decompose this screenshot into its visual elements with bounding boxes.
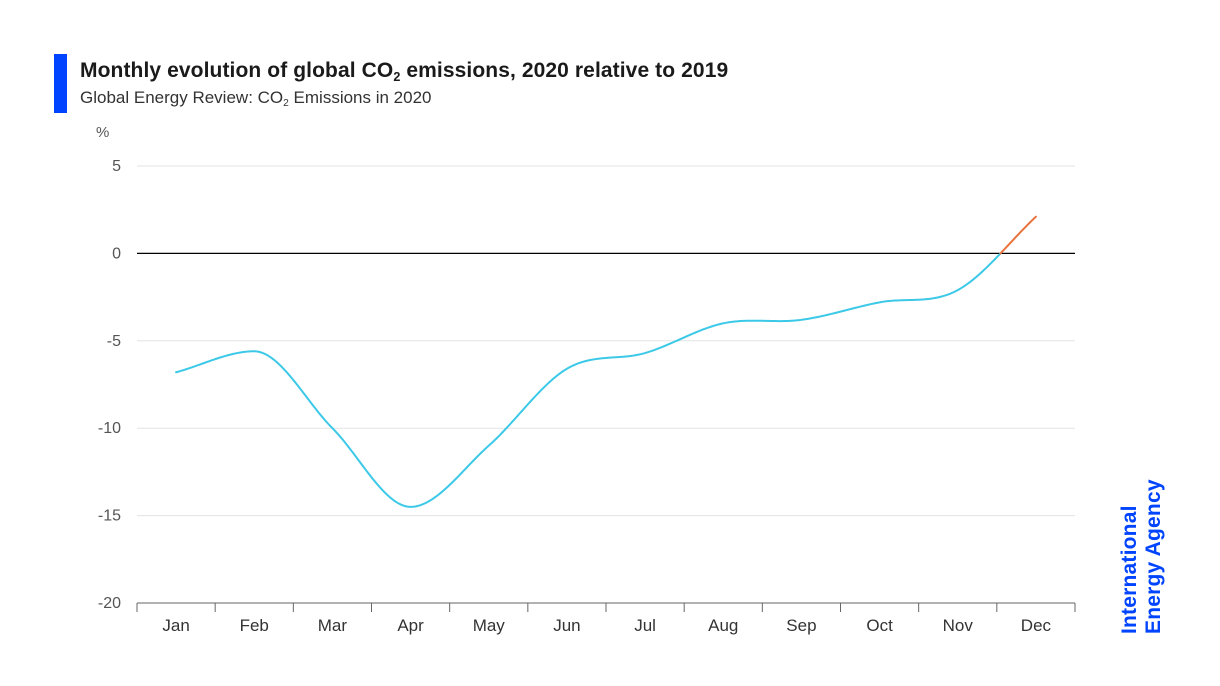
x-tick-label: Mar: [318, 616, 348, 635]
series-line-below-zero: [175, 252, 1002, 508]
y-tick-label: -20: [98, 595, 121, 612]
y-axis-ticks: 5 0 -5 -10 -15 -20: [98, 158, 121, 612]
y-tick-label: -10: [98, 420, 121, 437]
y-tick-label: -5: [107, 333, 121, 350]
x-axis: Jan Feb Mar Apr May Jun Jul Aug Sep Oct Nov Dec: [136, 602, 1076, 635]
y-tick-label: 5: [112, 158, 121, 175]
chart-title: Monthly evolution of global CO2 emission…: [80, 59, 729, 84]
x-tick-label: Feb: [240, 616, 269, 635]
grid-lines: [137, 165, 1075, 517]
x-tick-label: Oct: [866, 616, 893, 635]
x-tick-label: Jan: [162, 616, 189, 635]
y-axis-unit-label: %: [96, 124, 109, 141]
x-tick-label: Aug: [708, 616, 738, 635]
x-tick-label: May: [473, 616, 506, 635]
series-lines: [175, 215, 1037, 508]
y-tick-label: -15: [98, 508, 121, 525]
iea-logo-text: International Energy Agency: [1118, 479, 1165, 634]
x-tick-label: Nov: [943, 616, 974, 635]
title-accent-bar: [54, 54, 67, 113]
y-tick-label: 0: [112, 245, 121, 262]
x-tick-label: Dec: [1021, 616, 1052, 635]
x-tick-label: Sep: [786, 616, 816, 635]
x-tick-label: Jul: [634, 616, 656, 635]
x-tick-label: Jun: [553, 616, 580, 635]
chart-subtitle: Global Energy Review: CO2 Emissions in 2…: [80, 88, 432, 110]
series-line-above-zero: [999, 215, 1037, 255]
x-tick-label: Apr: [397, 616, 424, 635]
